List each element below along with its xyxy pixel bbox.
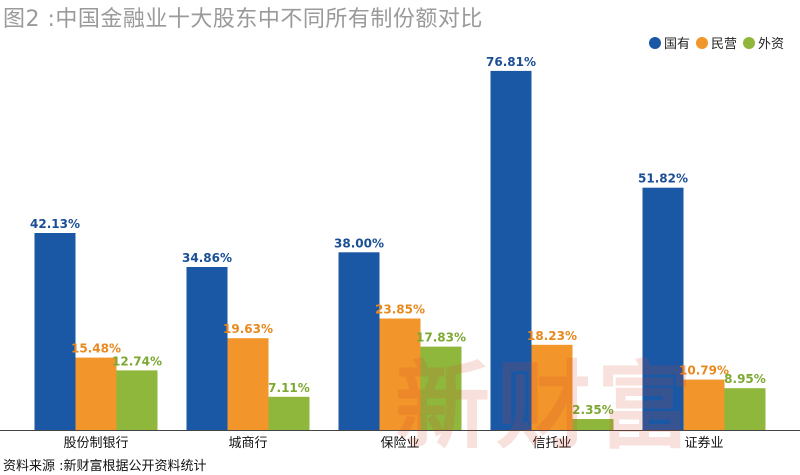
bar-0-0 [34, 233, 76, 430]
data-label-4-2: 8.95% [724, 372, 766, 386]
data-label-3-1: 18.23% [527, 329, 577, 343]
category-label-2: 保险业 [380, 436, 419, 451]
legend-item-0: 国有 [648, 33, 690, 52]
legend-swatch [695, 36, 708, 49]
bar-2-1 [379, 318, 421, 430]
category-label-1: 城商行 [228, 436, 267, 451]
bar-4-2 [724, 388, 766, 430]
data-label-0-2: 12.74% [112, 354, 162, 368]
category-label-3: 信托业 [532, 436, 571, 451]
legend: 国有 民营 外资 [643, 33, 784, 52]
bar-1-2 [268, 396, 310, 430]
data-label-1-2: 7.11% [268, 381, 310, 395]
bar-0-2 [116, 370, 158, 430]
data-label-1-1: 19.63% [223, 322, 273, 336]
data-label-4-0: 51.82% [638, 172, 688, 186]
bar-4-0 [642, 187, 684, 430]
bar-3-0 [490, 70, 532, 431]
bar-2-0 [338, 252, 380, 430]
source-note: 资料来源 :新财富根据公开资料统计 [3, 459, 207, 474]
data-label-0-1: 15.48% [71, 342, 121, 356]
data-label-2-1: 23.85% [375, 303, 425, 317]
data-label-4-1: 10.79% [679, 364, 729, 378]
legend-label: 民营 [710, 37, 737, 52]
bar-4-1 [683, 379, 725, 430]
category-label-0: 股份制银行 [63, 436, 128, 451]
legend-swatch [648, 36, 661, 49]
bar-1-1 [227, 338, 269, 430]
data-label-2-2: 17.83% [416, 331, 466, 345]
legend-item-2: 外资 [742, 33, 784, 52]
legend-label: 国有 [663, 37, 690, 52]
data-label-3-0: 76.81% [486, 55, 536, 69]
bar-3-1 [531, 344, 573, 430]
category-label-4: 证券业 [684, 435, 723, 451]
bar-1-0 [186, 267, 228, 430]
data-label-2-0: 38.00% [334, 236, 384, 250]
data-label-0-0: 42.13% [30, 217, 80, 231]
data-label-3-2: 2.35% [572, 403, 614, 417]
bar-0-1 [75, 357, 117, 430]
legend-item-1: 民营 [695, 33, 737, 52]
data-label-1-0: 34.86% [182, 251, 232, 265]
bar-3-2 [572, 419, 614, 430]
legend-swatch [742, 36, 755, 49]
chart-title: 图2 :中国金融业十大股东中不同所有制份额对比 [3, 7, 483, 32]
bar-2-2 [420, 346, 462, 430]
legend-label: 外资 [757, 37, 784, 52]
